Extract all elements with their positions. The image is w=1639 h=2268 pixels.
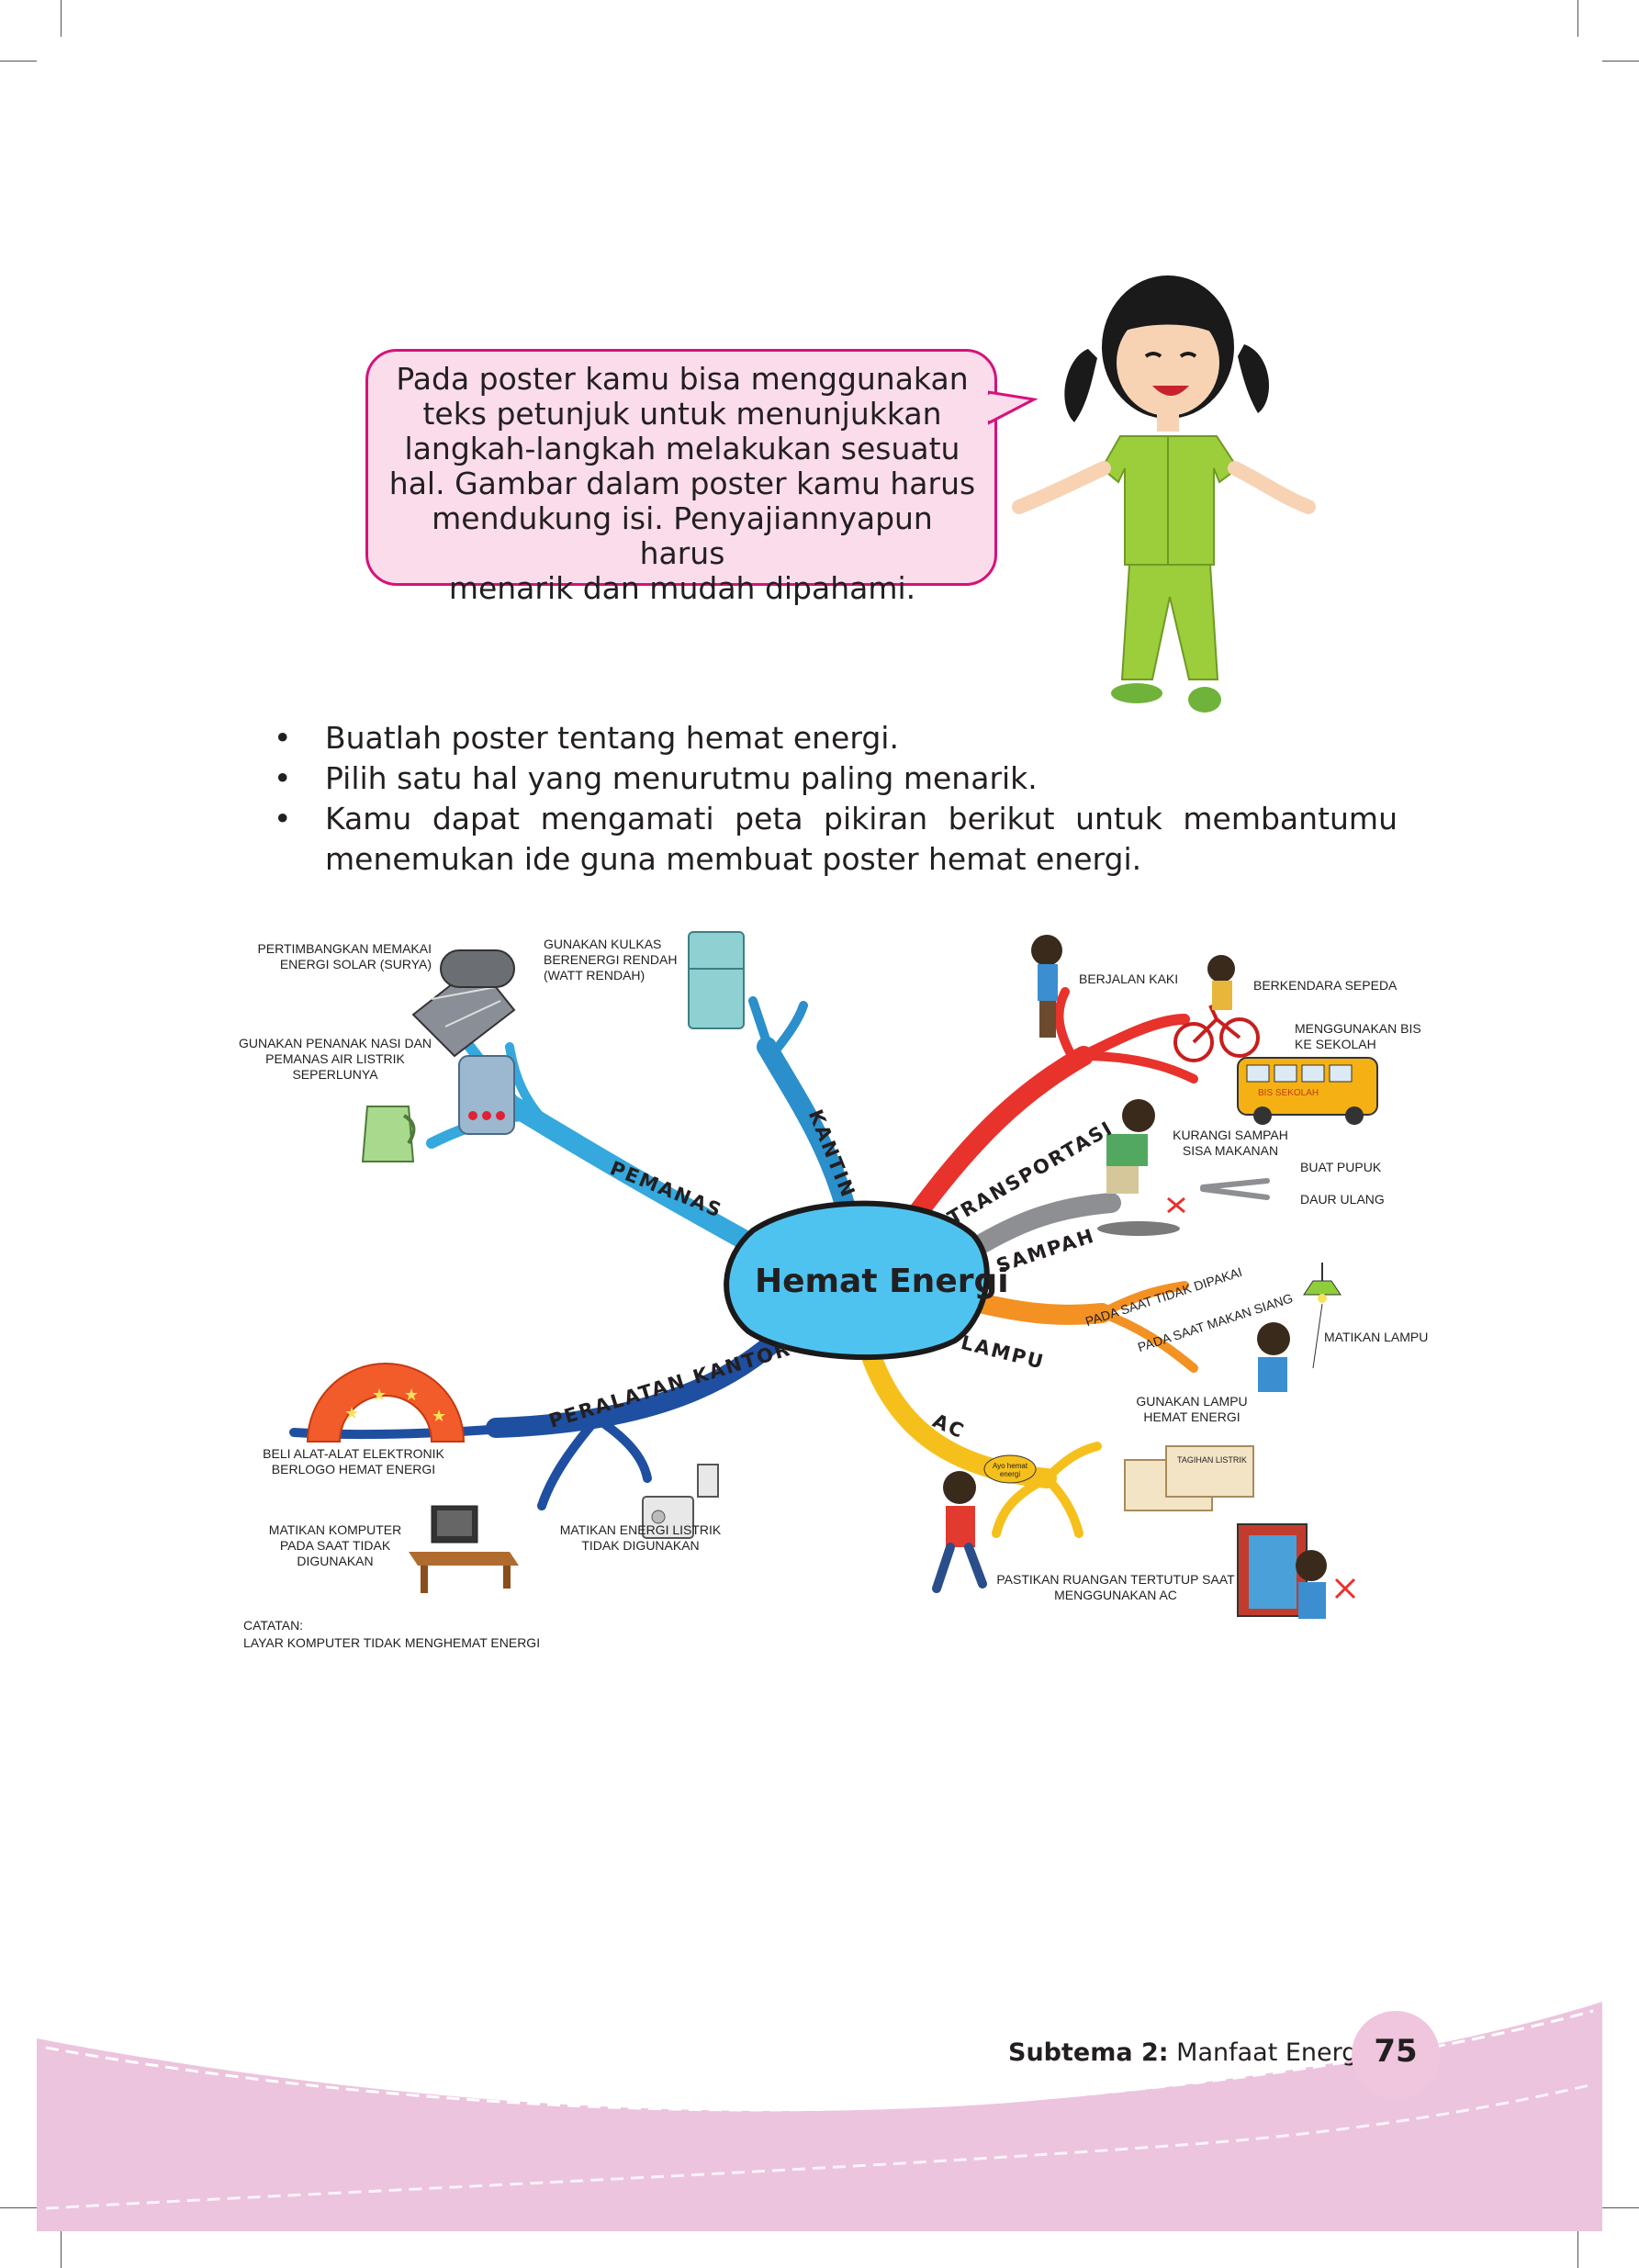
instruction-text: Buatlah poster tentang hemat energi.	[325, 720, 899, 756]
instruction-text: Pilih satu hal yang menurutmu paling men…	[325, 760, 1038, 796]
note-catatan-title: CATATAN:	[243, 1618, 304, 1633]
note-sepeda: BERKENDARA SEPEDA	[1253, 978, 1398, 993]
svg-text:★: ★	[372, 1386, 387, 1405]
boy-recycling-illustration	[1097, 1099, 1185, 1236]
speech-bubble-text: Pada poster kamu bisa menggunakan teks p…	[386, 362, 979, 606]
note-energi-listrik: MATIKAN ENERGI LISTRIK TIDAK DIGUNAKAN	[559, 1522, 722, 1553]
footer-subtheme-title: Manfaat Energi	[1176, 2038, 1364, 2067]
bubble-line: Pada poster kamu bisa menggunakan	[396, 361, 969, 397]
solar-panel-illustration	[411, 949, 516, 1058]
boy-turning-off-lamp-illustration	[1257, 1322, 1290, 1392]
note-pupuk: BUAT PUPUK	[1300, 1160, 1382, 1174]
page-number: 75	[1374, 2033, 1418, 2070]
note-komputer: MATIKAN KOMPUTER PADA SAAT TIDAK DIGUNAK…	[268, 1522, 402, 1568]
note-catatan: LAYAR KOMPUTER TIDAK MENGHEMAT ENERGI	[243, 1635, 541, 1650]
bullet-dot: •	[274, 801, 292, 836]
bicycle-illustration	[1173, 955, 1260, 1062]
speech-bubble-tail	[988, 390, 1038, 425]
crop-mark	[1577, 2231, 1578, 2268]
running-boy-illustration	[932, 1471, 987, 1593]
list-item: • Buatlah poster tentang hemat energi.	[266, 718, 1398, 758]
center-node	[724, 1200, 990, 1361]
bullet-dot: •	[274, 760, 292, 796]
bubble-line: hal. Gambar dalam poster kamu harus	[388, 466, 976, 501]
crop-mark	[0, 61, 37, 62]
crop-mark	[1577, 0, 1578, 37]
crop-mark	[0, 2207, 37, 2208]
branch-kantin	[757, 1037, 859, 1231]
svg-text:★: ★	[404, 1386, 419, 1405]
note-matikan-lampu: MATIKAN LAMPU	[1324, 1330, 1429, 1344]
footer-subtheme: Subtema 2: Manfaat Energi	[1008, 2038, 1364, 2067]
page-number-circle	[1352, 2011, 1440, 2099]
list-item: • Kamu dapat mengamati peta pikiran berik…	[266, 799, 1398, 880]
branch-transportasi	[908, 1046, 1094, 1222]
note-solar: PERTIMBANGKAN MEMAKAI ENERGI SOLAR (SURY…	[257, 941, 432, 971]
list-item: • Pilih satu hal yang menurutmu paling me…	[266, 758, 1398, 799]
note-lampu-hemat: GUNAKAN LAMPU HEMAT ENERGI	[1136, 1394, 1248, 1424]
note-kulkas: GUNAKAN KULKAS BERENERGI RENDAH (WATT RE…	[544, 937, 678, 982]
note-berjalan: BERJALAN KAKI	[1079, 971, 1179, 986]
branch-peralatan-kantor	[486, 1326, 791, 1438]
power-socket-illustration	[642, 1464, 719, 1539]
bubble-line: mendukung isi. Penyajiannyapun harus	[432, 500, 933, 571]
bullet-dot: •	[274, 720, 292, 756]
note-bis: MENGGUNAKAN BIS KE SEKOLAH	[1295, 1021, 1421, 1051]
bill-title: TAGIHAN LISTRIK	[1177, 1455, 1247, 1465]
crop-mark	[1602, 61, 1639, 62]
energy-logo-illustration: ★ ★ ★ ★	[306, 1363, 466, 1443]
note-ruangan: PASTIKAN RUANGAN TERTUTUP SAAT MENGGUNAK…	[996, 1572, 1235, 1602]
note-logo: BELI ALAT-ALAT ELEKTRONIK BERLOGO HEMAT …	[263, 1446, 444, 1476]
crop-mark	[1602, 2207, 1639, 2208]
instruction-text: Kamu dapat mengamati peta pikiran beriku…	[325, 801, 1398, 877]
hanging-lamp-illustration	[1303, 1263, 1342, 1369]
computer-desk-illustration	[409, 1505, 519, 1593]
door-illustration	[1237, 1523, 1356, 1619]
crop-mark	[61, 2231, 62, 2268]
note-penanak: GUNAKAN PENANAK NASI DAN PEMANAS AIR LIS…	[238, 1036, 432, 1082]
footer-subtheme-label: Subtema 2:	[1008, 2038, 1169, 2067]
speech-badge-illustration	[983, 1454, 1037, 1484]
bubble-line: menarik dan mudah dipahami.	[448, 570, 916, 606]
badge-text: Ayo hemat energi	[992, 1462, 1028, 1478]
note-sampah-makanan: KURANGI SAMPAH SISA MAKANAN	[1173, 1128, 1288, 1158]
walking-boy-illustration	[1031, 935, 1062, 1038]
branch-sampah	[963, 1193, 1121, 1259]
bubble-line: langkah-langkah melakukan sesuatu	[404, 431, 960, 466]
note-daur-ulang: DAUR ULANG	[1300, 1192, 1385, 1207]
speech-bubble	[365, 349, 997, 586]
kettle-illustration	[361, 1106, 416, 1162]
bus-sign: BIS SEKOLAH	[1258, 1088, 1319, 1098]
svg-text:★: ★	[344, 1404, 359, 1423]
bubble-line: teks petunjuk untuk menunjukkan	[422, 396, 942, 432]
svg-text:★: ★	[432, 1407, 446, 1426]
girl-character-illustration	[1012, 275, 1316, 713]
center-title: Hemat Energi	[755, 1263, 1009, 1300]
water-heater-illustration	[458, 1055, 515, 1135]
instruction-list: • Buatlah poster tentang hemat energi. • P…	[266, 718, 1398, 880]
school-bus-illustration	[1237, 1057, 1378, 1125]
electricity-bill-illustration	[1124, 1445, 1254, 1511]
crop-mark	[61, 0, 62, 37]
footer-band	[37, 2002, 1602, 2231]
refrigerator-illustration	[688, 931, 745, 1029]
